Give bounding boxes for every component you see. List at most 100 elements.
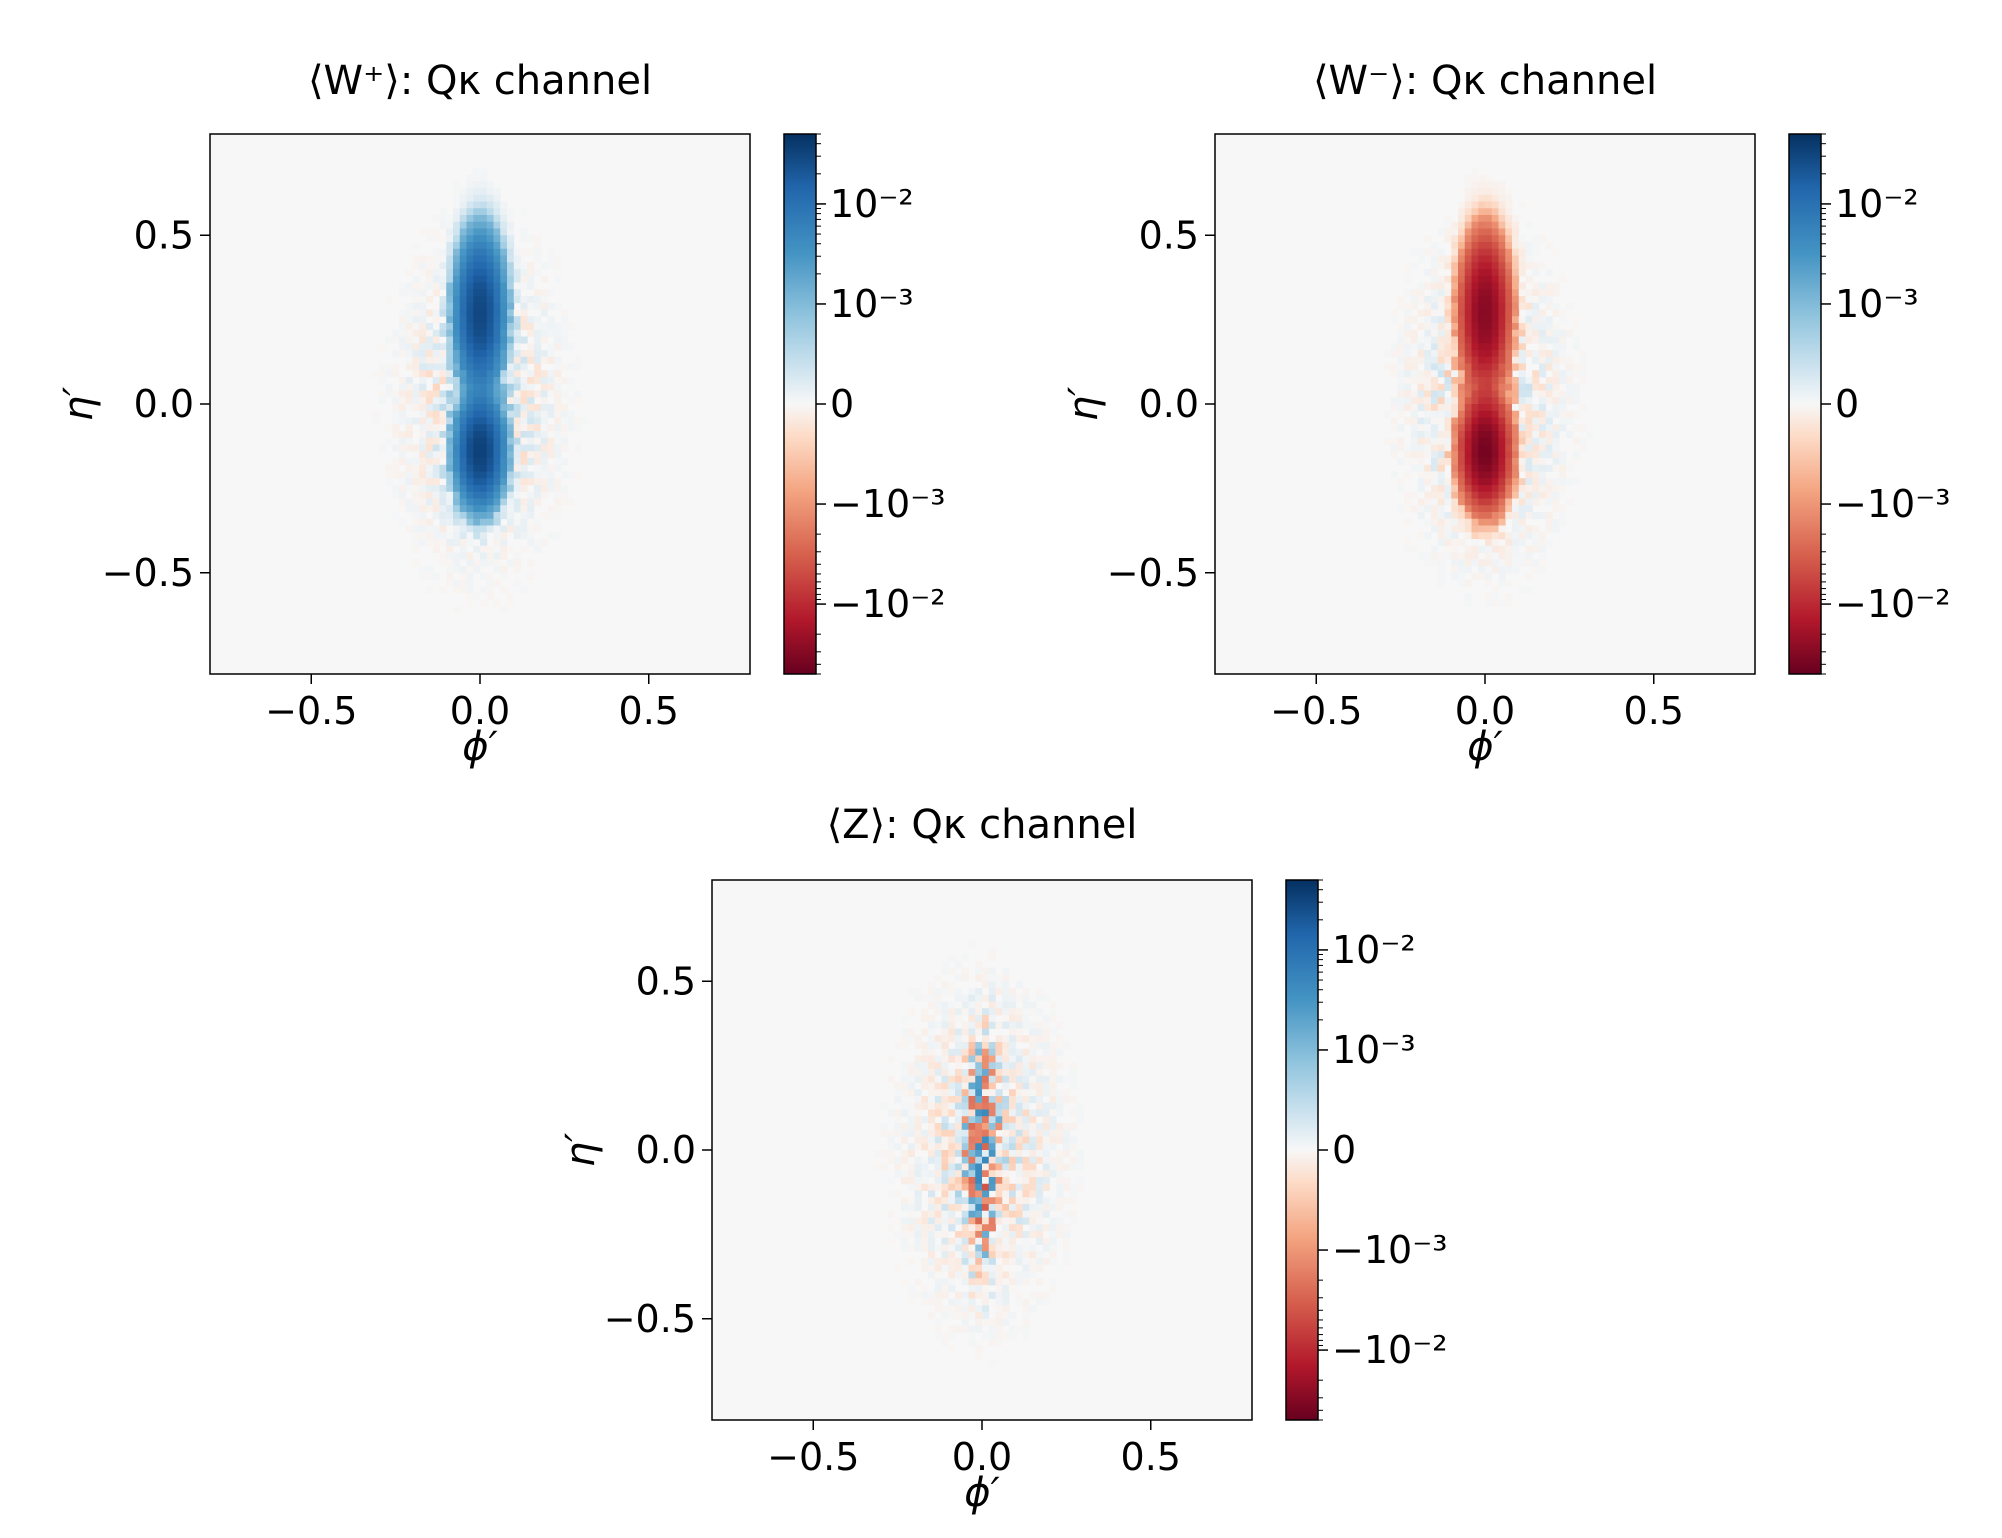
heatmap-cell [968,1285,976,1293]
heatmap-cell [968,1015,976,1023]
heatmap-cell [527,282,535,290]
heatmap-cell [914,1183,922,1191]
heatmap-cell [1015,1035,1023,1043]
heatmap-cell [948,1217,956,1225]
heatmap-cell [1444,228,1452,236]
heatmap-cell [453,417,461,425]
heatmap-cell [466,566,474,574]
heatmap-cell [1410,248,1418,256]
colorbar: 10⁻²10⁻³0−10⁻³−10⁻² [783,133,945,675]
heatmap-cell [961,1143,969,1151]
heatmap-cell [513,444,521,452]
heatmap-cell [520,302,528,310]
heatmap-cell [1505,255,1513,263]
heatmap-cell [1404,458,1412,466]
heatmap-cell [446,498,454,506]
heatmap-cell [486,329,494,337]
heatmap-cell [493,471,501,479]
heatmap-cell [1559,464,1567,472]
heatmap-cell [1572,316,1580,324]
heatmap-cell [1029,1258,1037,1266]
heatmap-cell [1036,1204,1044,1212]
heatmap-cell [1559,458,1567,466]
heatmap-cell [1458,464,1466,472]
heatmap-cell [988,1197,996,1205]
heatmap-cell [453,431,461,439]
heatmap-cell [1431,343,1439,351]
heatmap-cell [493,275,501,283]
heatmap-cell [988,1325,996,1333]
heatmap-cell [988,1021,996,1029]
heatmap-cell [446,248,454,256]
heatmap-cell [1458,512,1466,520]
heatmap-cell [513,552,521,560]
heatmap-cell [1491,383,1499,391]
heatmap-cell [1451,350,1459,358]
heatmap-cell [1539,471,1547,479]
heatmap-cell [432,505,440,513]
heatmap-cell [453,377,461,385]
heatmap-cell [426,572,434,580]
heatmap-cell [473,559,481,567]
heatmap-cell [1532,532,1540,540]
heatmap-cell [1512,275,1520,283]
heatmap-cell [459,545,467,553]
heatmap-cell [534,424,542,432]
heatmap-cell [1002,1285,1010,1293]
heatmap-cell [520,431,528,439]
heatmap-cell [399,316,407,324]
heatmap-cell [961,1312,969,1320]
heatmap-cell [480,282,488,290]
heatmap-cell [480,201,488,209]
heatmap-cell [1464,512,1472,520]
heatmap-cell [412,383,420,391]
heatmap-cell [1022,1210,1030,1218]
heatmap-cell [1552,518,1560,526]
heatmap-cell [554,431,562,439]
heatmap-cell [1518,248,1526,256]
heatmap-cell [1444,451,1452,459]
heatmap-cell [1029,1123,1037,1131]
heatmap-cell [473,174,481,182]
heatmap-cell [507,431,515,439]
heatmap-cell [1029,1021,1037,1029]
heatmap-cell [1505,329,1513,337]
heatmap-cell [928,1170,936,1178]
heatmap-cell [948,1096,956,1104]
heatmap-cell [547,316,555,324]
heatmap-cell [1458,208,1466,216]
heatmap-cell [466,599,474,607]
heatmap-cell [1049,1048,1057,1056]
heatmap-cell [1532,404,1540,412]
heatmap-cell [1042,1075,1050,1083]
heatmap-cell [961,1258,969,1266]
heatmap-cell [453,235,461,243]
heatmap-cell [486,579,494,587]
heatmap-cell [1022,1069,1030,1077]
heatmap-cell [948,954,956,962]
heatmap-cell [453,201,461,209]
heatmap-cell [473,309,481,317]
heatmap-cell [1451,566,1459,574]
heatmap-cell [1049,1170,1057,1178]
heatmap-cell [1471,377,1479,385]
heatmap-cell [540,471,548,479]
heatmap-cell [554,464,562,472]
heatmap-cell [961,1129,969,1137]
heatmap-cell [520,383,528,391]
heatmap-cell [432,363,440,371]
heatmap-cell [948,1021,956,1029]
heatmap-cell [554,498,562,506]
heatmap-cell [412,343,420,351]
heatmap-cell [1397,505,1405,513]
heatmap-cell [1451,505,1459,513]
heatmap-cell [486,478,494,486]
heatmap-cell [412,370,420,378]
heatmap-cell [955,1237,963,1245]
heatmap-cell [894,1190,902,1198]
heatmap-cell [493,505,501,513]
heatmap-cell [1471,390,1479,398]
heatmap-cell [921,1217,929,1225]
heatmap-cell [1009,1325,1017,1333]
